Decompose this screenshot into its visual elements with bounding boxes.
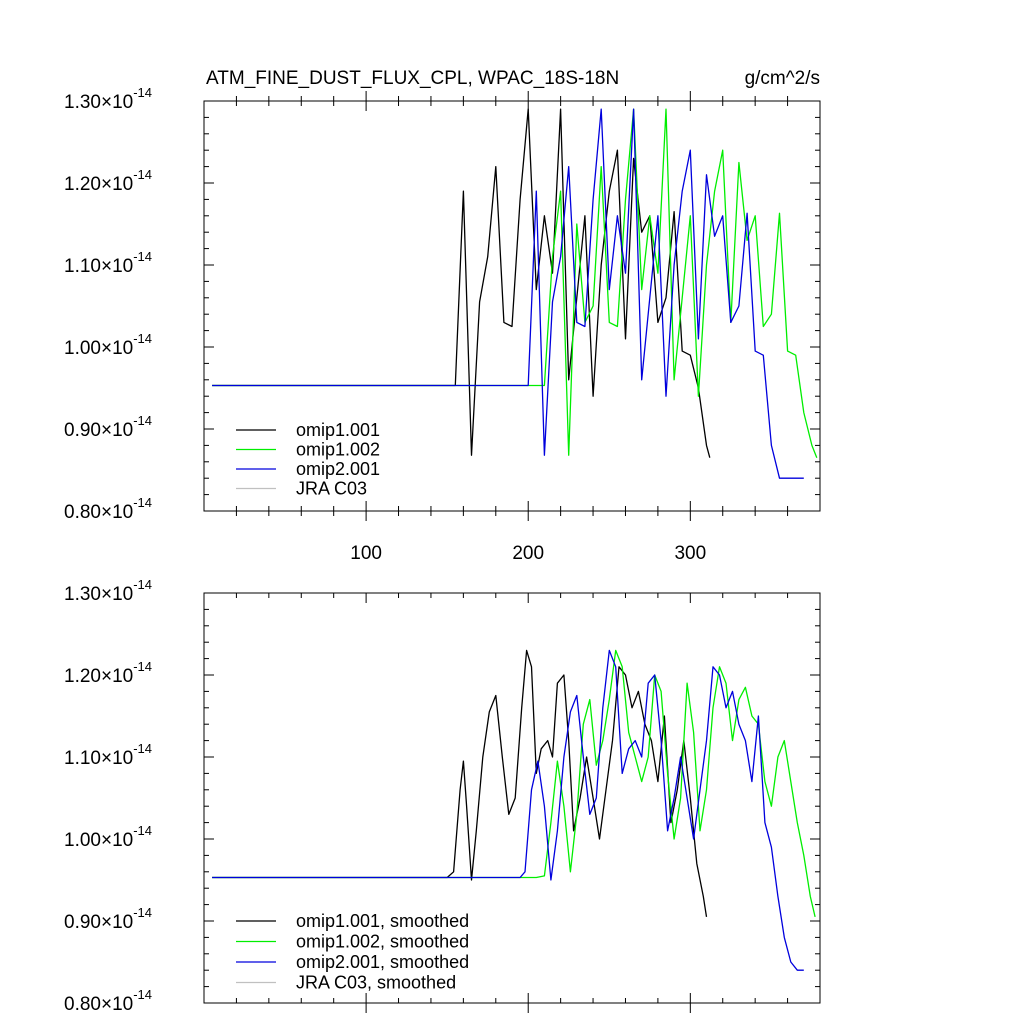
x-tick-label: 300 xyxy=(674,543,706,564)
y-tick-label: 1.10×10-14 xyxy=(64,741,152,769)
y-tick-label: 0.80×10-14 xyxy=(64,987,152,1015)
y-tick-label: 1.20×10-14 xyxy=(64,167,152,195)
chart-title: ATM_FINE_DUST_FLUX_CPL, WPAC_18S-18N xyxy=(206,68,619,89)
chart-units: g/cm^2/s xyxy=(745,68,820,89)
plot-frame xyxy=(203,592,821,1004)
legend-label: omip1.002, smoothed xyxy=(296,932,469,952)
top-panel: 1.30×10-14 1.20×10-14 1.10×10-14 1.00×10-14… xyxy=(64,85,821,564)
series-line-omip1-002 xyxy=(212,108,818,458)
y-tick-label: 1.10×10-14 xyxy=(64,249,152,277)
legend-label: omip2.001, smoothed xyxy=(296,952,469,972)
x-tick-label: 100 xyxy=(350,543,382,564)
y-tick-label: 1.20×10-14 xyxy=(64,659,152,687)
y-tick-label: 0.90×10-14 xyxy=(64,905,152,933)
legend-label: JRA C03 xyxy=(296,479,367,499)
x-tick-label: 200 xyxy=(512,543,544,564)
legend-label: omip1.002 xyxy=(296,440,380,460)
y-tick-label: 1.30×10-14 xyxy=(64,577,152,605)
legend-label: omip1.001 xyxy=(296,420,380,440)
y-tick-label: 1.00×10-14 xyxy=(64,823,152,851)
y-tick-label: 0.90×10-14 xyxy=(64,413,152,441)
series-line-omip2-001-smoothed xyxy=(212,649,804,971)
y-tick-label: 1.30×10-14 xyxy=(64,85,152,113)
legend-label: omip2.001 xyxy=(296,459,380,479)
y-tick-label: 1.00×10-14 xyxy=(64,331,152,359)
y-tick-label: 0.80×10-14 xyxy=(64,495,152,523)
plot-frame xyxy=(203,100,821,512)
series-line-omip2-001 xyxy=(212,108,804,479)
bottom-panel: 1.30×10-14 1.20×10-14 1.10×10-14 1.00×10-14… xyxy=(64,577,821,1015)
series-line-omip1-002-smoothed xyxy=(212,649,816,918)
legend-label: JRA C03, smoothed xyxy=(296,973,456,993)
legend-label: omip1.001, smoothed xyxy=(296,911,469,931)
